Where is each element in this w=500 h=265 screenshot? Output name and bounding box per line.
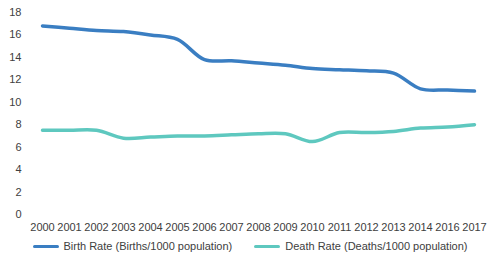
svg-text:2004: 2004	[138, 221, 162, 233]
svg-text:2009: 2009	[273, 221, 297, 233]
svg-text:12: 12	[9, 73, 21, 85]
svg-text:2007: 2007	[219, 221, 243, 233]
svg-text:6: 6	[15, 141, 21, 153]
svg-text:2003: 2003	[111, 221, 135, 233]
svg-text:2013: 2013	[381, 221, 405, 233]
svg-text:2002: 2002	[84, 221, 108, 233]
svg-text:8: 8	[15, 118, 21, 130]
svg-text:18: 18	[9, 6, 21, 18]
html-text:Death Rate (Deaths/1000 popula: Death Rate (Deaths/1000 population)	[285, 240, 468, 252]
svg-text:16: 16	[9, 28, 21, 40]
svg-text:2008: 2008	[246, 221, 270, 233]
svg-text:2000: 2000	[30, 221, 54, 233]
svg-text:2016: 2016	[435, 221, 459, 233]
svg-text:2011: 2011	[328, 221, 352, 233]
svg-text:2012: 2012	[354, 221, 378, 233]
svg-text:10: 10	[9, 96, 21, 108]
svg-text:2010: 2010	[300, 221, 324, 233]
svg-text:2005: 2005	[165, 221, 189, 233]
svg-text:0: 0	[15, 208, 21, 220]
svg-text:2: 2	[15, 186, 21, 198]
svg-text:14: 14	[9, 51, 21, 63]
svg-text:4: 4	[15, 163, 21, 175]
svg-text:2014: 2014	[408, 221, 432, 233]
svg-text:2001: 2001	[57, 221, 81, 233]
svg-text:2017: 2017	[462, 221, 486, 233]
html-text:Birth Rate (Births/1000 popula: Birth Rate (Births/1000 population)	[63, 240, 233, 252]
svg-text:2006: 2006	[192, 221, 216, 233]
